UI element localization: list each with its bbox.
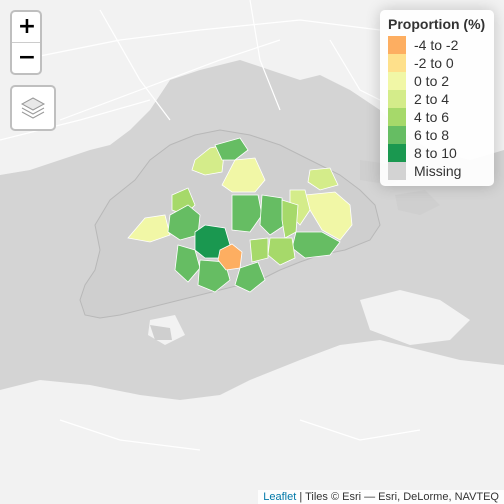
legend-label: 2 to 4 [414,91,450,107]
zoom-control: + − [10,10,42,75]
island-s [150,325,172,340]
legend-swatch [388,72,406,90]
legend-item: -2 to 0 [388,54,486,72]
region-2-to-4-north-east[interactable] [307,167,339,191]
legend-swatch [388,36,406,54]
legend-item: 0 to 2 [388,72,486,90]
zoom-in-button[interactable]: + [17,14,37,39]
zoom-out-button[interactable]: − [12,42,40,73]
region-0-to-2-east[interactable] [304,191,353,241]
attribution-separator: | [296,491,306,503]
island-sw [110,280,150,305]
region-6-to-8-south-west[interactable] [174,244,201,283]
land-indonesia [0,340,504,504]
region-6-to-8-south-east[interactable] [234,261,266,293]
legend-item: 8 to 10 [388,144,486,162]
legend-label: 6 to 8 [414,127,450,143]
legend-item: 4 to 6 [388,108,486,126]
legend-label: 8 to 10 [414,145,457,161]
tiles-attribution: Tiles © Esri — Esri, DeLorme, NAVTEQ [305,491,499,503]
legend-swatch [388,162,406,180]
region-2-to-4-north[interactable] [191,144,226,176]
legend-item: 6 to 8 [388,126,486,144]
legend-item: -4 to -2 [388,36,486,54]
legend-label: 4 to 6 [414,109,450,125]
choropleth-regions[interactable] [127,137,353,293]
singapore-island [79,129,381,319]
roads [0,0,421,451]
legend-item: 2 to 4 [388,90,486,108]
legend-swatch [388,54,406,72]
region-6-to-8-central-b[interactable] [259,194,286,236]
region-4-to-6-central-c[interactable] [281,199,299,239]
legend-swatch [388,126,406,144]
land-island-east [360,290,470,345]
legend-swatch [388,108,406,126]
attribution: Leaflet | Tiles © Esri — Esri, DeLorme, … [258,490,504,504]
legend-label: -4 to -2 [414,37,459,53]
region-4-to-6-south-east-b[interactable] [249,237,269,263]
leaflet-link[interactable]: Leaflet [263,491,297,503]
legend-label: 0 to 2 [414,73,450,89]
region-6-to-8-central[interactable] [231,194,263,233]
legend-swatch [388,144,406,162]
legend-items: -4 to -2 -2 to 0 0 to 2 2 to 4 4 to 6 6 to 8 8… [388,36,486,180]
island-tekong [395,190,440,215]
legend: Proportion (%) -4 to -2 -2 to 0 0 to 2 2 to… [380,10,494,186]
land-malaysia [0,0,504,175]
region-0-to-2-west[interactable] [127,214,171,243]
legend-label: Missing [414,163,462,179]
legend-item: Missing [388,162,486,180]
legend-label: -2 to 0 [414,55,454,71]
legend-swatch [388,90,406,108]
legend-title: Proportion (%) [388,16,486,32]
layers-control-button[interactable] [10,85,56,131]
region-6-to-8-north-east[interactable] [214,137,249,161]
layers-icon [20,97,46,119]
